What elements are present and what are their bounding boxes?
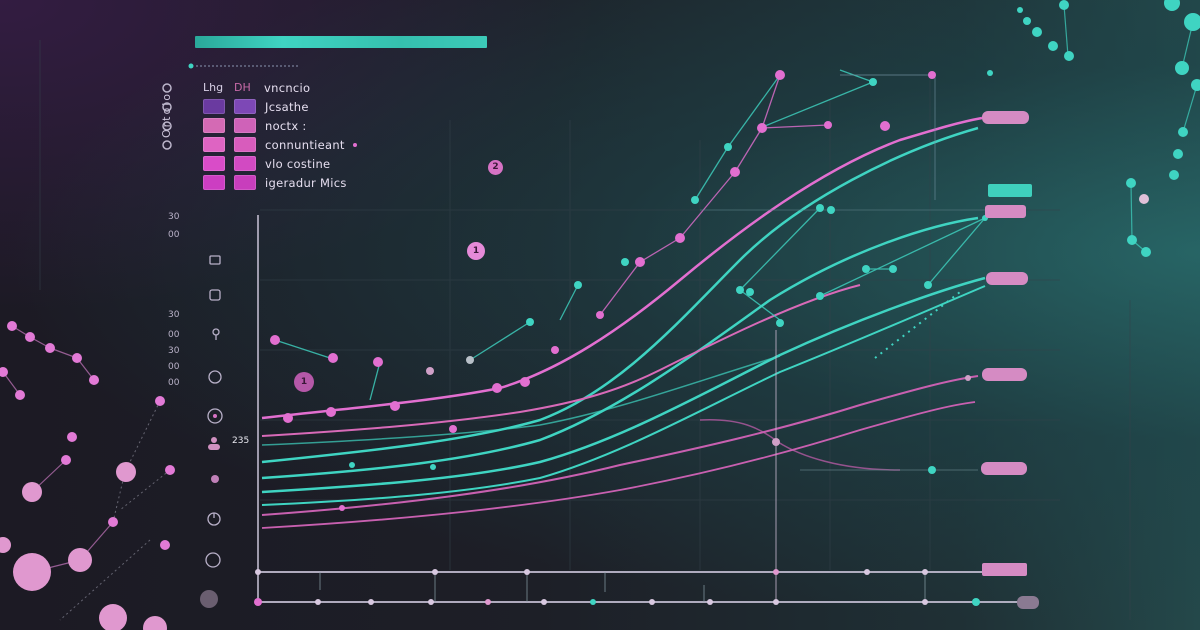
legend-swatch: [234, 99, 256, 114]
y-tick-label: 00: [168, 362, 180, 372]
series-value-tag: [986, 272, 1028, 285]
legend-swatch: [234, 156, 256, 171]
legend-label: connuntieant: [265, 137, 345, 152]
legend-header-right: vncncio: [264, 80, 311, 95]
y-tick-label: 00: [168, 378, 180, 388]
series-value-tag: [982, 368, 1027, 381]
legend-swatch: [203, 137, 225, 152]
series-value-tag: [982, 111, 1029, 124]
legend-label: igeradur Mics: [265, 175, 347, 190]
legend-label: Jcsathe: [265, 99, 309, 114]
y-tick-label: 30: [168, 310, 180, 320]
legend-item[interactable]: igeradur Mics: [203, 173, 357, 192]
series-value-tag: [982, 563, 1027, 576]
legend-swatch: [234, 175, 256, 190]
legend-swatch: [234, 137, 256, 152]
upload-icon: [209, 255, 221, 265]
dot-icon: [211, 475, 219, 483]
layers-icon: [209, 289, 221, 301]
axis-end-handle[interactable]: [1017, 596, 1039, 609]
legend-header-mid: DH: [234, 81, 251, 94]
legend-swatch: [234, 118, 256, 133]
legend-label: vlo costine: [265, 156, 331, 171]
series-value-tag: [981, 462, 1027, 475]
y-tick-label: 30: [168, 346, 180, 356]
legend-item[interactable]: connuntieant: [203, 135, 357, 154]
legend-swatch: [203, 156, 225, 171]
gray-dot-icon: [200, 590, 218, 608]
y-tick-label: 00: [168, 230, 180, 240]
legend-swatch: [203, 175, 225, 190]
legend-dot: [352, 142, 357, 147]
clock-icon: [205, 552, 221, 568]
y-tick-label: 30: [168, 212, 180, 222]
legend-item[interactable]: Jcsathe: [203, 97, 357, 116]
annotation-marker[interactable]: 1: [294, 372, 314, 392]
legend-swatch: [203, 99, 225, 114]
legend-item[interactable]: noctx :: [203, 116, 357, 135]
chart-legend: Lhg DH vncncio Jcsathe noctx : connuntie…: [203, 78, 357, 192]
axis-value-label: 235: [232, 436, 250, 446]
annotation-marker[interactable]: 1: [467, 242, 485, 260]
series-value-tag: [985, 205, 1026, 218]
power-icon: [207, 512, 221, 526]
legend-label: noctx :: [265, 118, 307, 133]
legend-header-left: Lhg: [203, 81, 224, 94]
legend-header: Lhg DH vncncio: [203, 78, 357, 97]
annotation-marker[interactable]: 2: [488, 160, 503, 175]
pin-icon: [212, 328, 220, 340]
legend-item[interactable]: vlo costine: [203, 154, 357, 173]
location-icon: [207, 408, 223, 424]
refresh-icon: [208, 370, 222, 384]
y-tick-label: 00: [168, 330, 180, 340]
user-icon: [208, 437, 220, 450]
series-value-tag: [988, 184, 1032, 197]
title-bar: [195, 36, 487, 48]
legend-swatch: [203, 118, 225, 133]
